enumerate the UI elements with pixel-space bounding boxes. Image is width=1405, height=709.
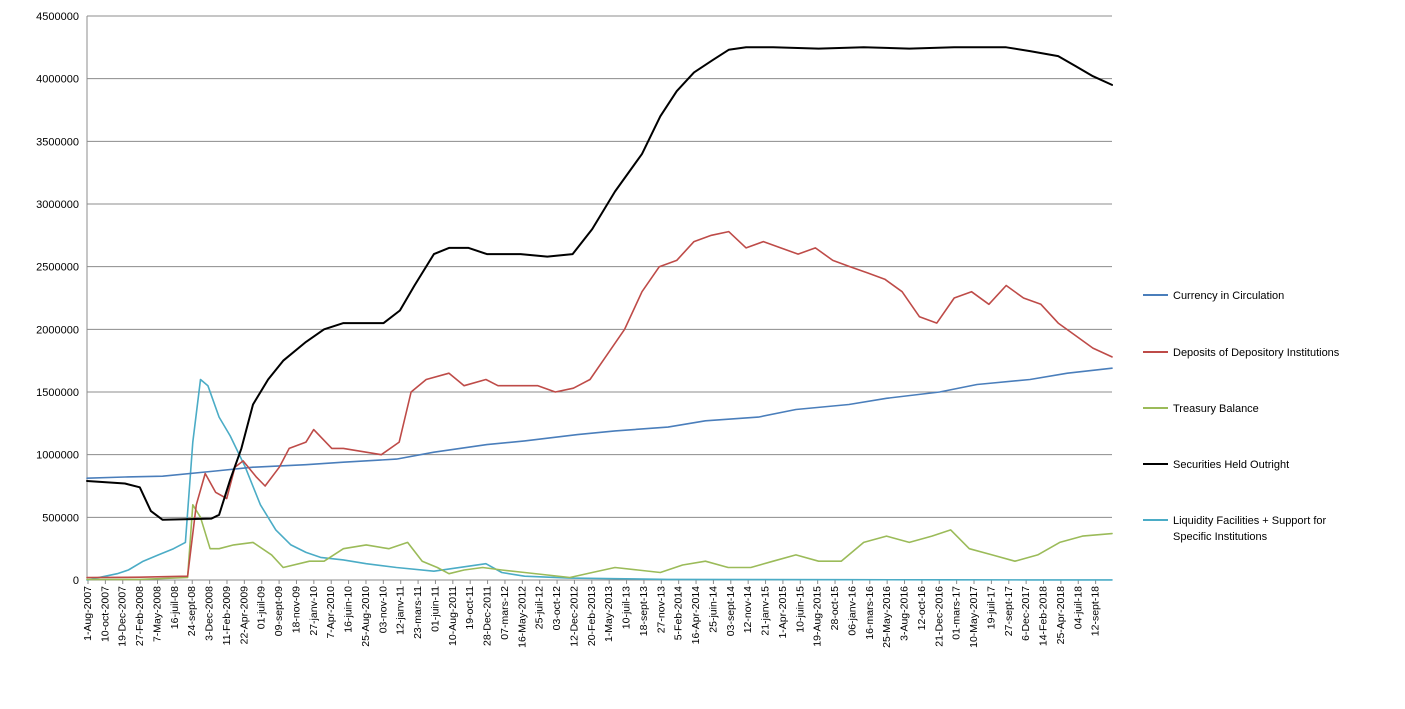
x-tick-label: 16-juin-10 [343, 586, 355, 633]
series-lines [86, 46, 1113, 581]
series-line-2 [86, 504, 1113, 581]
y-tick-label: 3000000 [36, 199, 79, 211]
x-tick-label: 27-nov-13 [655, 586, 667, 633]
legend-label: Treasury Balance [1173, 403, 1259, 415]
x-tick-label: 20-Feb-2013 [586, 586, 598, 646]
x-tick-label: 12-Dec-2012 [568, 586, 580, 647]
x-tick-label: 07-mars-12 [499, 586, 511, 640]
y-tick-label: 1000000 [36, 450, 79, 462]
y-tick-label: 4500000 [36, 11, 79, 23]
x-tick-label: 19-juil-17 [985, 586, 997, 629]
x-tick-label: 22-Apr-2009 [238, 586, 250, 645]
y-tick-label: 500000 [42, 512, 79, 524]
x-tick-label: 28-Dec-2011 [482, 586, 494, 646]
x-tick-label: 09-sept-09 [273, 586, 285, 636]
x-tick-label: 18-sept-13 [638, 586, 650, 636]
x-tick-label: 16-mars-16 [864, 586, 876, 640]
x-tick-label: 3-Aug-2016 [899, 586, 911, 641]
x-tick-label: 7-May-2008 [152, 586, 164, 642]
x-tick-label: 18-nov-09 [291, 586, 303, 633]
x-tick-label: 19-Aug-2015 [812, 586, 824, 647]
x-tick-label: 3-Dec-2008 [204, 586, 216, 641]
x-tick-label: 27-sept-17 [1003, 586, 1015, 636]
x-tick-label: 06-janv-16 [846, 586, 858, 636]
x-tick-label: 12-oct-16 [916, 586, 928, 631]
x-tick-label: 10-oct-2007 [99, 586, 111, 642]
x-tick-label: 04-juil-18 [1072, 586, 1084, 629]
legend-label: Liquidity Facilities + Support for Specif… [1173, 515, 1326, 543]
x-tick-label: 21-Dec-2016 [933, 586, 945, 647]
x-tick-label: 25-Apr-2018 [1055, 586, 1067, 645]
x-tick-label: 25-Aug-2010 [360, 586, 372, 647]
x-tick-label: 27-janv-10 [308, 586, 320, 636]
x-tick-label: 25-juin-14 [707, 586, 719, 633]
x-tick-label: 10-juil-13 [621, 586, 633, 629]
x-tick-label: 23-mars-11 [412, 586, 424, 639]
x-tick-label: 1-Apr-2015 [777, 586, 789, 639]
x-tick-label: 27-Feb-2008 [134, 586, 146, 646]
y-tick-label: 0 [73, 575, 79, 587]
x-tick-label: 5-Feb-2014 [673, 586, 685, 640]
x-tick-label: 21-janv-15 [760, 586, 772, 636]
x-tick-label: 19-oct-11 [464, 586, 476, 630]
x-tick-label: 11-Feb-2009 [221, 586, 233, 646]
x-tick-label: 1-May-2013 [603, 586, 615, 642]
x-axis-tick-labels: 1-Aug-2007 10-oct-2007 19-Dec-2007 27-Feb-2… [82, 580, 1102, 648]
x-tick-label: 01-juin-11 [430, 586, 442, 632]
x-tick-label: 14-Feb-2018 [1038, 586, 1050, 646]
y-tick-label: 2000000 [36, 324, 79, 336]
x-tick-label: 25-May-2016 [881, 586, 893, 648]
y-tick-label: 1500000 [36, 387, 79, 399]
x-tick-label: 24-sept-08 [186, 586, 198, 636]
legend: Currency in Circulation Deposits of Depos… [1143, 290, 1340, 543]
y-tick-label: 2500000 [36, 262, 79, 274]
x-tick-label: 28-oct-15 [829, 586, 841, 631]
x-tick-label: 10-juin-15 [794, 586, 806, 633]
x-tick-label: 1-Aug-2007 [82, 586, 94, 641]
x-tick-label: 03-oct-12 [551, 586, 563, 631]
x-tick-label: 7-Apr-2010 [325, 586, 337, 639]
x-tick-label: 12-nov-14 [742, 586, 754, 633]
y-tick-label: 3500000 [36, 136, 79, 148]
x-tick-label: 03-sept-14 [725, 586, 737, 636]
x-tick-label: 01-juil-09 [256, 586, 268, 629]
series-line-4 [86, 378, 1113, 581]
x-tick-label: 12-janv-11 [395, 586, 407, 635]
x-tick-label: 16-May-2012 [516, 586, 528, 648]
series-line-1 [86, 230, 1113, 579]
x-tick-label: 16-Apr-2014 [690, 586, 702, 645]
y-axis-tick-labels: 0 500000 1000000 1500000 2000000 2500000 30000… [36, 11, 79, 587]
x-tick-label: 16-juil-08 [169, 586, 181, 629]
x-tick-label: 25-juil-12 [534, 586, 546, 629]
legend-label: Currency in Circulation [1173, 290, 1284, 302]
x-tick-label: 10-May-2017 [968, 586, 980, 648]
gridlines [86, 15, 1112, 581]
legend-label: Deposits of Depository Institutions [1173, 347, 1340, 359]
x-tick-label: 12-sept-18 [1090, 586, 1102, 636]
x-tick-label: 10-Aug-2011 [447, 586, 459, 646]
x-tick-label: 19-Dec-2007 [117, 586, 129, 647]
x-tick-label: 01-mars-17 [951, 586, 963, 640]
series-line-0 [86, 367, 1113, 479]
x-tick-label: 03-nov-10 [377, 586, 389, 633]
series-line-3 [86, 46, 1113, 521]
y-tick-label: 4000000 [36, 74, 79, 86]
x-tick-label: 6-Dec-2017 [1020, 586, 1032, 641]
legend-label: Securities Held Outright [1173, 459, 1289, 471]
